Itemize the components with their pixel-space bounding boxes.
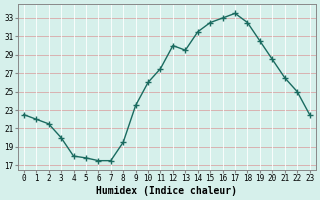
X-axis label: Humidex (Indice chaleur): Humidex (Indice chaleur) [96, 186, 237, 196]
